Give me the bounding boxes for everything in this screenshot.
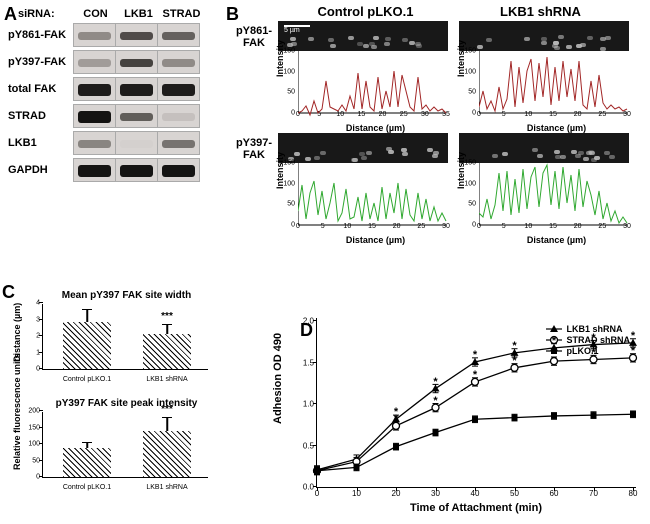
- blot-lane: [115, 158, 158, 182]
- bar: [63, 322, 111, 369]
- blot-band: [78, 84, 111, 96]
- pb-h1: Control pLKO.1: [278, 4, 453, 19]
- blot-band: [162, 32, 195, 40]
- blot-lane: [157, 158, 200, 182]
- blot-band: [162, 59, 195, 67]
- bar: [143, 431, 191, 477]
- blot-lane: [73, 77, 116, 101]
- pb-unit: 5 µmIntensityDistance (µm)05010015005101…: [278, 21, 453, 131]
- blot-lane: [157, 104, 200, 128]
- pd-xlabel: Time of Attachment (min): [316, 502, 636, 514]
- blot-band: [78, 165, 111, 177]
- blot-lane: [73, 23, 116, 47]
- blot-label: STRAD: [8, 110, 74, 122]
- blot-label: LKB1: [8, 137, 74, 149]
- pd-ylabel: Adhesion OD 490: [272, 333, 284, 424]
- blot-band: [78, 111, 111, 123]
- blot-band: [162, 140, 195, 148]
- blot-lane: [157, 23, 200, 47]
- micrograph: 5 µm: [278, 21, 448, 51]
- blot-band: [162, 113, 195, 121]
- blot-lane: [115, 104, 158, 128]
- blot-lane: [73, 104, 116, 128]
- bar-label: LKB1 shRNA: [137, 376, 197, 383]
- panel-b: Control pLKO.1 LKB1 shRNA pY861-FAK5 µmI…: [230, 4, 640, 243]
- blot-band: [120, 113, 153, 121]
- blot-lane: [115, 50, 158, 74]
- intensity-trace: IntensityDistance (µm)050100150051015202…: [459, 163, 634, 243]
- pb-unit: IntensityDistance (µm)050100150051015202…: [459, 133, 634, 243]
- blot-row: total FAK: [8, 77, 218, 101]
- blot-band: [162, 84, 195, 96]
- blot-band: [78, 59, 111, 67]
- col-con: CON: [74, 8, 117, 20]
- blot-lane: [73, 158, 116, 182]
- pb-unit: IntensityDistance (µm)050100150051015202…: [278, 133, 453, 243]
- blot-row: STRAD: [8, 104, 218, 128]
- blot-band: [120, 32, 153, 40]
- bar: [143, 334, 191, 369]
- col-strad: STRAD: [160, 8, 203, 20]
- plot-area: 01234Control pLKO.1LKB1 shRNA***: [42, 304, 208, 370]
- blot-lane: [73, 131, 116, 155]
- blot-band: [162, 165, 195, 177]
- plot-title: pY397 FAK site peak intensity: [34, 398, 219, 409]
- bar-label: Control pLKO.1: [57, 376, 117, 383]
- bar: [63, 448, 111, 477]
- blot-lane: [157, 50, 200, 74]
- micrograph: [459, 133, 629, 163]
- bar-label: Control pLKO.1: [57, 484, 117, 491]
- pb-row: pY397-FAKIntensityDistance (µm)050100150…: [230, 133, 640, 243]
- pb-unit: IntensityDistance (µm)050100150051015202…: [459, 21, 634, 131]
- micrograph: [278, 133, 448, 163]
- bar-label: LKB1 shRNA: [137, 484, 197, 491]
- panel-c: Mean pY397 FAK site widthDistance (µm)01…: [4, 290, 234, 506]
- blot-row: GAPDH: [8, 158, 218, 182]
- blot-band: [78, 140, 111, 148]
- col-lkb1: LKB1: [117, 8, 160, 20]
- blot-label: pY397-FAK: [8, 56, 74, 68]
- pb-rowlabel: pY861-FAK: [230, 21, 278, 49]
- micrograph: [459, 21, 629, 51]
- blot-lane: [115, 23, 158, 47]
- blot-row: pY861-FAK: [8, 23, 218, 47]
- intensity-trace: IntensityDistance (µm)050100150051015202…: [278, 163, 453, 243]
- blot-label: total FAK: [8, 83, 74, 95]
- blot-band: [120, 84, 153, 96]
- blot-lane: [115, 131, 158, 155]
- blot-lane: [73, 50, 116, 74]
- pb-row: pY861-FAK5 µmIntensityDistance (µm)05010…: [230, 21, 640, 131]
- blot-label: GAPDH: [8, 164, 74, 176]
- blot-band: [120, 140, 153, 148]
- blot-lane: [157, 77, 200, 101]
- plot-area: 050100150200Control pLKO.1LKB1 shRNA***: [42, 412, 208, 478]
- intensity-trace: IntensityDistance (µm)050100150051015202…: [459, 51, 634, 131]
- bar-plot: Mean pY397 FAK site widthDistance (µm)01…: [4, 290, 214, 390]
- blot-band: [78, 32, 111, 40]
- pb-rowlabel: pY397-FAK: [230, 133, 278, 161]
- blot-band: [120, 59, 153, 67]
- intensity-trace: IntensityDistance (µm)050100150051015202…: [278, 51, 453, 131]
- blot-lane: [115, 77, 158, 101]
- blot-row: LKB1: [8, 131, 218, 155]
- panel-d: Adhesion OD 490 Time of Attachment (min)…: [270, 314, 640, 514]
- sirna-label: siRNA:: [18, 8, 74, 20]
- plot-title: Mean pY397 FAK site width: [34, 290, 219, 301]
- y-label: Relative fluorescence units: [12, 353, 22, 470]
- pb-h2: LKB1 shRNA: [453, 4, 628, 19]
- blot-band: [120, 165, 153, 177]
- blot-label: pY861-FAK: [8, 29, 74, 41]
- panel-a: siRNA: CON LKB1 STRAD pY861-FAK pY397-FAK…: [8, 8, 218, 182]
- bar-plot: pY397 FAK site peak intensityRelative fl…: [4, 398, 214, 498]
- blot-row: pY397-FAK: [8, 50, 218, 74]
- adhesion-chart: LKB1 shRNASTRAD shRNApLKO.1 0.00.51.01.5…: [316, 318, 636, 488]
- blot-lane: [157, 131, 200, 155]
